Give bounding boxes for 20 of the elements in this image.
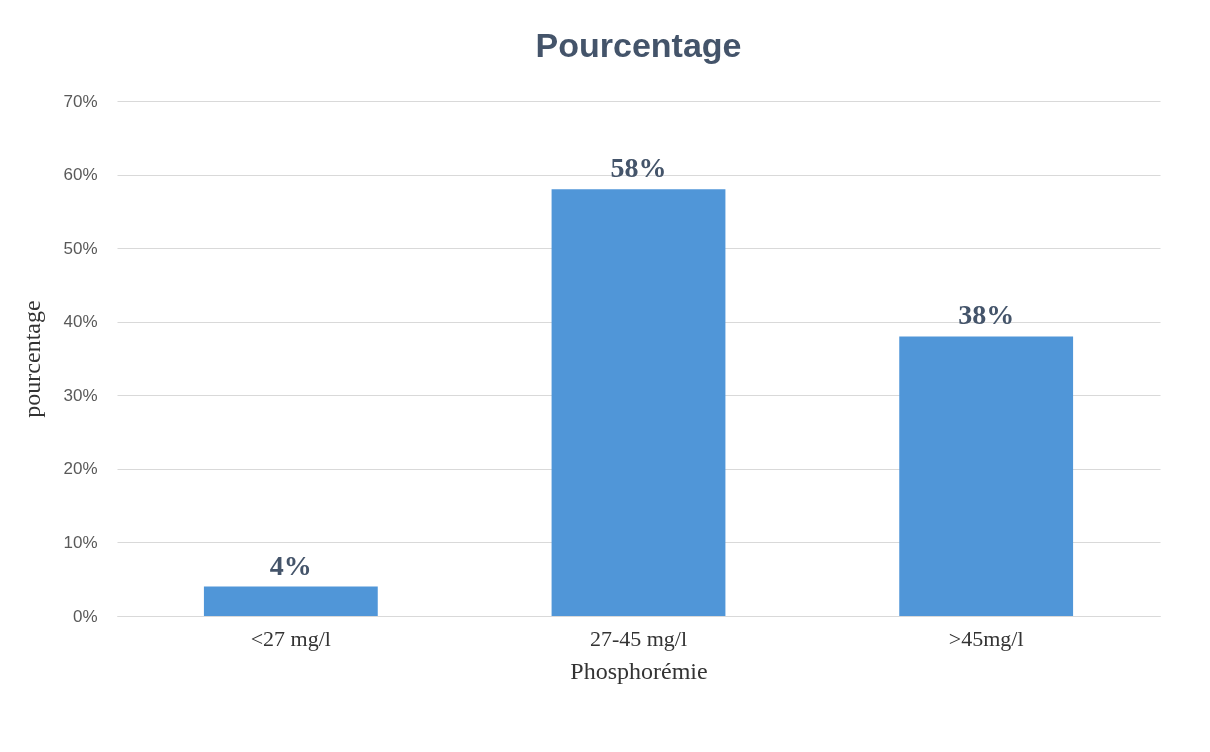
bar <box>899 336 1074 616</box>
y-tick-label: 0% <box>72 606 98 626</box>
y-tick-label: 50% <box>63 238 98 258</box>
x-axis-title: Phosphorémie <box>570 657 708 684</box>
y-tick-label: 30% <box>63 385 98 405</box>
y-tick-label: 70% <box>63 91 98 111</box>
data-label: 4% <box>269 549 312 581</box>
y-tick-label: 20% <box>63 459 98 479</box>
bar <box>551 189 726 616</box>
y-axis-title: pourcentage <box>19 300 46 418</box>
data-label: 38% <box>958 299 1015 331</box>
bar <box>203 586 378 616</box>
x-tick-label: 27-45 mg/l <box>589 625 688 651</box>
data-label: 58% <box>610 152 667 184</box>
chart-title: Pourcentage <box>535 26 742 64</box>
y-tick-label: 40% <box>63 312 98 332</box>
y-tick-label: 60% <box>63 165 98 185</box>
y-tick-label: 10% <box>63 532 98 552</box>
x-tick-label: >45mg/l <box>948 625 1024 651</box>
x-tick-label: <27 mg/l <box>250 625 331 651</box>
